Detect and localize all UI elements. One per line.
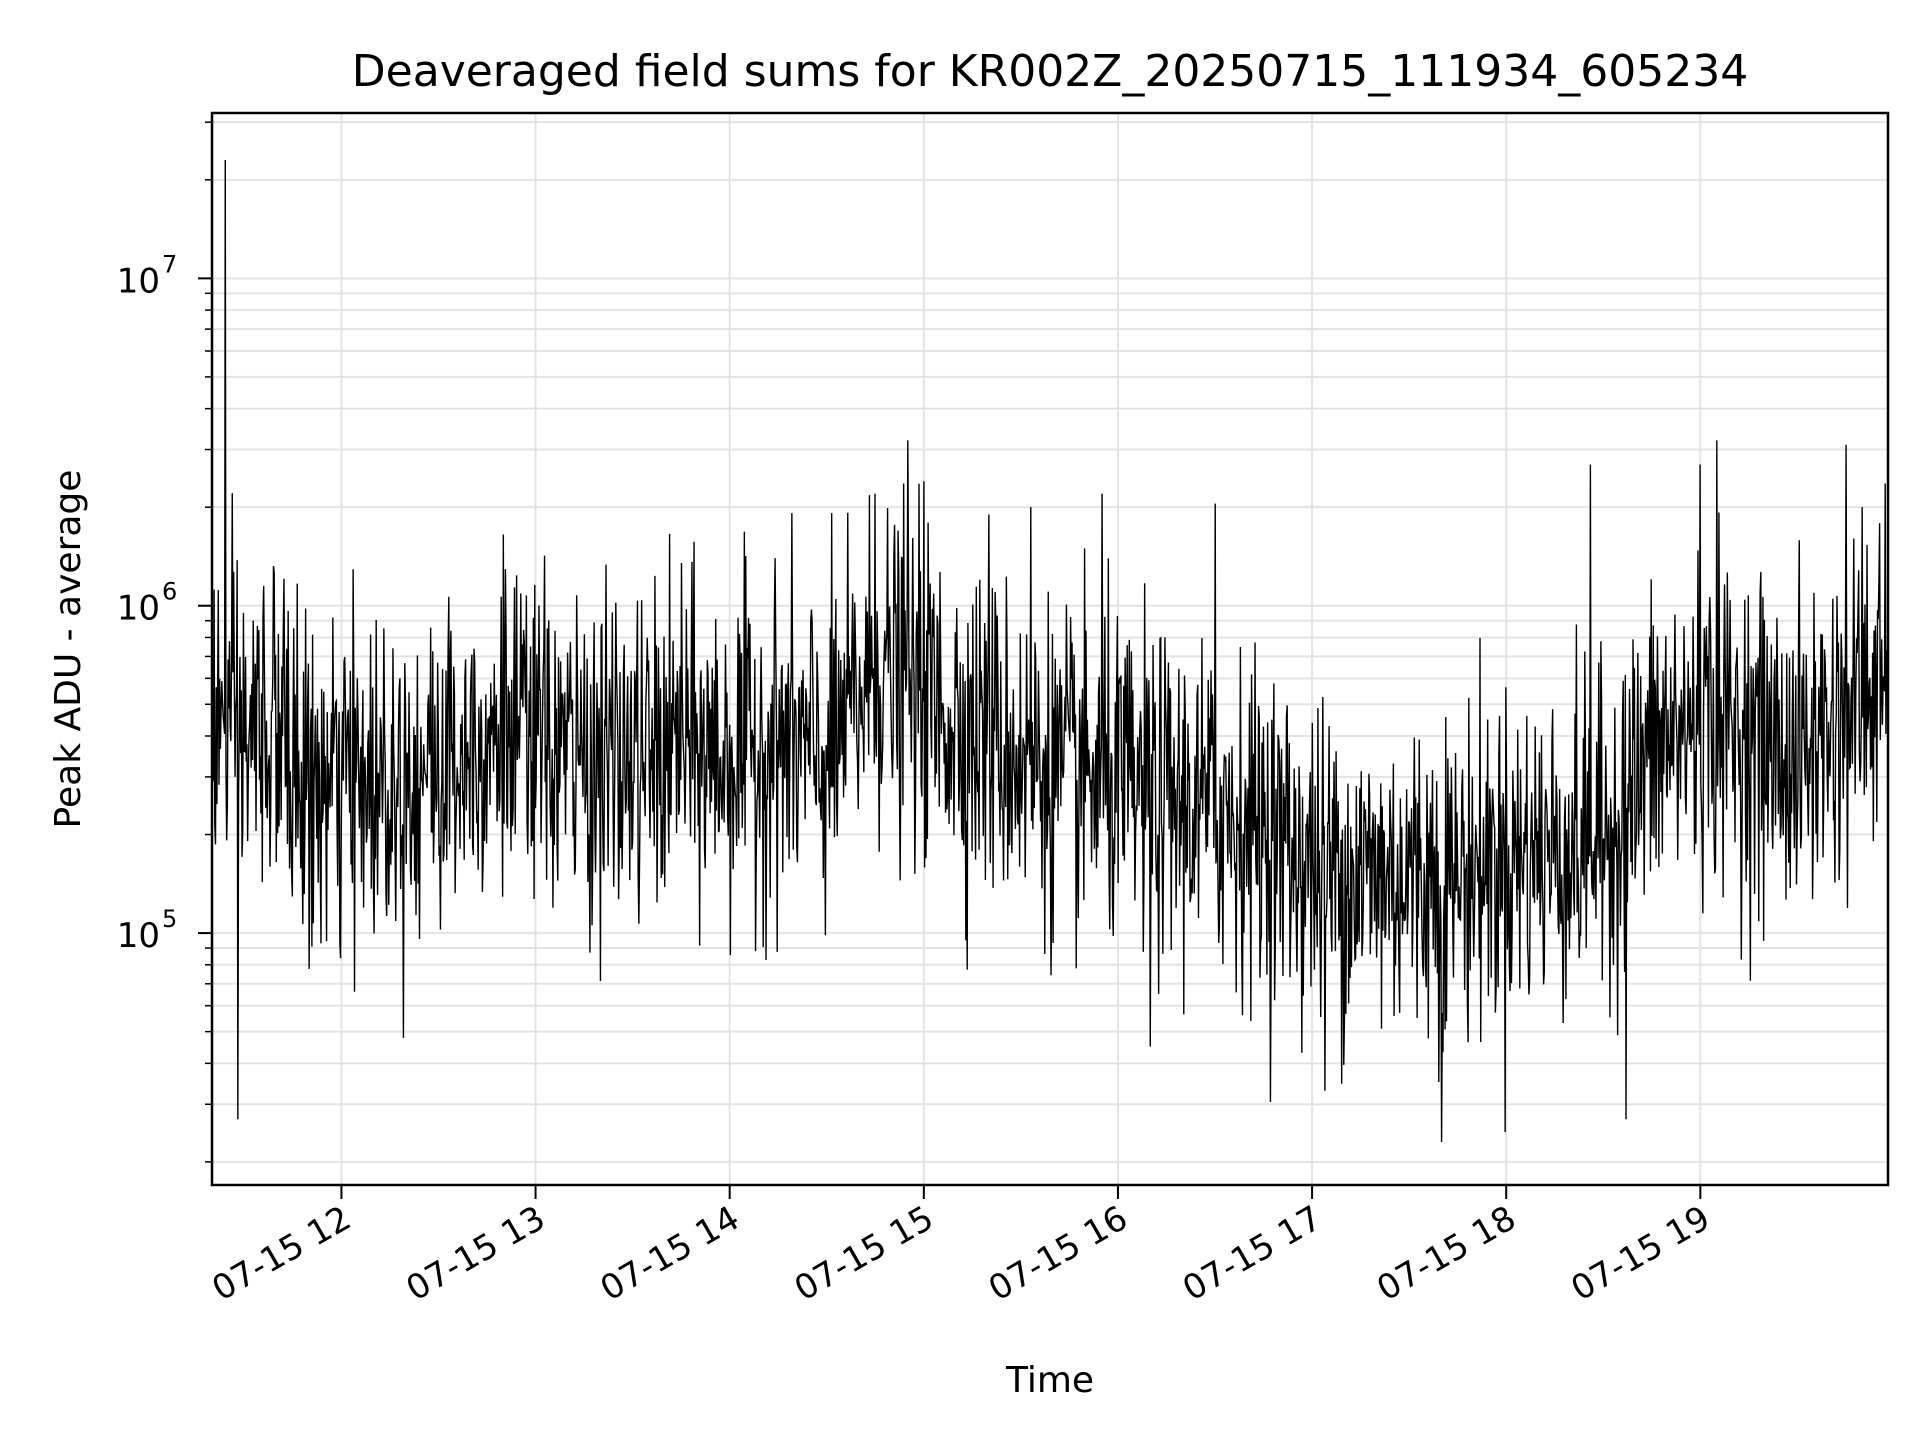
tick-layer <box>198 121 1702 1199</box>
chart-title: Deaveraged field sums for KR002Z_2025071… <box>352 46 1748 97</box>
y-tick-label-exponent: 6 <box>162 578 177 606</box>
y-axis-label: Peak ADU - average <box>48 470 89 829</box>
y-tick-label-base: 10 <box>117 589 160 629</box>
series-layer <box>211 159 1889 1143</box>
y-tick-label-exponent: 7 <box>162 250 177 278</box>
series-line <box>211 159 1889 1143</box>
plot-frame <box>210 111 1890 1187</box>
y-tick-label: 10 7 <box>117 250 178 301</box>
y-tick-label: 10 5 <box>117 905 178 956</box>
x-axis-label: Time <box>1005 1360 1094 1401</box>
y-tick-label: 10 6 <box>117 578 178 629</box>
y-tick-label-base: 10 <box>117 916 160 956</box>
y-tick-label-base: 10 <box>117 261 160 301</box>
y-tick-label-exponent: 5 <box>162 905 177 933</box>
